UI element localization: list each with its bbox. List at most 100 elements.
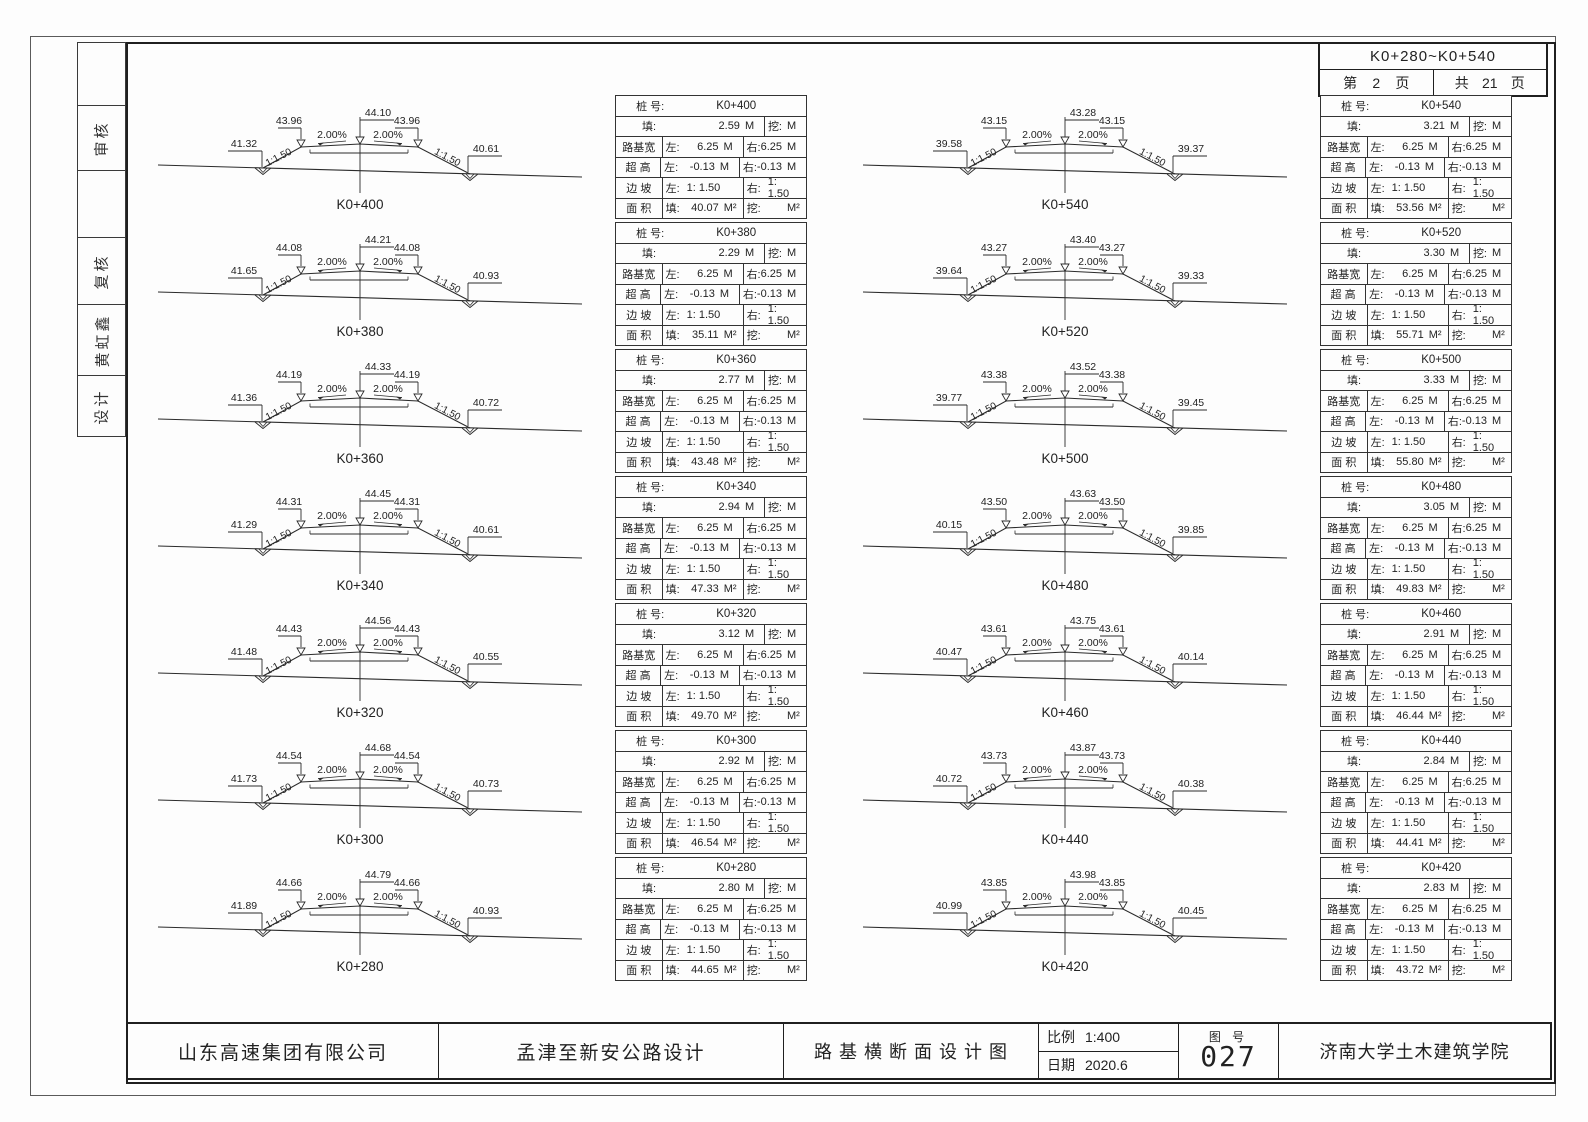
superelevation-row: 超 高 左: -0.13 M 右: -0.13 M [616,791,806,812]
right-label: 右: [746,903,761,916]
area-row: 面 积 填: 55.80 M² 挖: M² [1321,451,1511,472]
unit-m: M [1449,882,1460,895]
center-elev: 43.63 [1070,488,1096,500]
leader-line [262,421,268,427]
slope-left-cell: 左: 1: 1.50 [661,305,743,325]
level-marker [1118,774,1128,783]
level-marker [1060,136,1070,145]
cut-cell: 挖: M [1468,370,1511,390]
super-left-cell: 左: -0.13 M [660,157,739,177]
level-marker [413,901,423,910]
station-row: 桩 号: K0+460 [1321,604,1511,624]
ground-elev-right: 40.73 [473,778,499,790]
left-label: 左: [665,776,680,789]
figure-number: 027 [1200,1040,1257,1073]
width-label: 路基宽 [1327,395,1361,408]
unit-m: M [1492,140,1502,153]
left-label: 左: [665,563,680,576]
toe-marker [254,421,272,430]
width-right-cell: 右: 6.25 M [1447,899,1511,919]
area-label: 面 积 [1331,330,1357,343]
diagram-holder: 39.77 43.38 43.52 43.38 39.45 1:1.50 1:1.50 2.0… [855,355,1295,482]
area-row: 面 积 填: 44.65 M² 挖: M² [616,959,806,980]
ground-elev-left: 41.89 [231,900,257,912]
leader-line [1174,554,1180,560]
side-slope-label: 边 坡 [1331,690,1357,703]
side-slope-row: 边 坡 左: 1: 1.50 右: 1: 1.50 [1321,176,1511,200]
level-marker [355,136,365,145]
unit-m: M [719,288,730,301]
left-label: 左: [1370,436,1385,449]
level-marker [1060,263,1070,272]
leader-line [967,675,973,681]
station-value: K0+300 [716,734,757,747]
left-label: 左: [665,817,680,830]
leader-line [967,294,973,300]
fill-label: 填: [1370,330,1385,343]
total-suffix: 页 [1510,74,1525,91]
station-row: 桩 号: K0+540 [1321,96,1511,116]
fill-label: 填: [665,711,680,724]
width-left-cell: 左: 6.25 M [661,645,743,665]
cross-section-row: 40.47 43.61 43.75 43.61 40.14 1:1.50 1:1.50 2.0… [855,603,1512,730]
level-marker [1001,647,1011,656]
level-marker [1118,393,1128,402]
crown-slope-left: 2.00% [1022,383,1052,395]
width-right-cell: 右: 6.25 M [1447,518,1511,538]
unit-m2: M² [787,202,800,215]
leader-line [1174,808,1180,814]
leader-line [963,802,969,808]
unit-m: M [719,796,730,809]
shoulder-elev-right: 43.96 [394,115,420,127]
side-slope-label: 边 坡 [1331,436,1357,449]
fill-cut-row: 填: 2.91 M 挖: M [1321,623,1511,644]
right-label: 右: [746,268,761,281]
super-right-cell: 右: -0.13 M [1443,538,1511,558]
toe-marker [461,808,479,817]
ground-elev-right: 39.37 [1178,143,1204,155]
area-cut-cell: 挖: M² [1447,833,1511,853]
fill-height: 2.80 [718,882,740,895]
fill-cell: 填: 2.92 M [616,752,764,772]
crown-slope-right: 2.00% [373,637,403,649]
level-marker [1001,393,1011,402]
super-right: -0.13 [756,923,782,936]
right-label: 右: [746,309,761,322]
slope-ratio-left: 1:1.50 [264,400,294,423]
leader-line [1170,554,1176,560]
fill-height: 3.12 [718,628,740,641]
area-label: 面 积 [1331,711,1357,724]
unit-m: M [1428,521,1438,534]
unit-m2: M² [723,964,737,977]
slope-right: 1: 1.50 [767,175,790,200]
super-right: -0.13 [756,796,782,809]
fill-height: 2.92 [718,755,740,768]
cut-cell: 挖: M [763,370,806,390]
area-fill-cell: 填: 46.54 M² [661,833,743,853]
roadbed-width-row: 路基宽 左: 6.25 M 右: 6.25 M [1321,263,1511,284]
width-label: 路基宽 [622,776,656,789]
width-label: 路基宽 [622,141,656,154]
slope-ratio-right: 1:1.50 [1137,908,1167,931]
area-cut-cell: 挖: M² [742,452,806,472]
station-row: 桩 号: K0+380 [616,223,806,243]
super-right: -0.13 [1461,796,1487,809]
diagram-holder: 41.29 44.31 44.45 44.31 40.61 1:1.50 1:1.50 2.0… [150,482,590,609]
section-data-table: 桩 号: K0+440 填: 2.84 M 挖: M 路基宽 左: [1320,730,1512,854]
super-right-cell: 右: -0.13 M [738,284,806,304]
slope-left: 1: 1.50 [1391,435,1426,448]
right-label: 右: [746,776,761,789]
cut-label: 挖: [1451,203,1466,216]
area-fill: 46.54 [691,837,719,850]
slope-left-cell: 左: 1: 1.50 [661,559,743,579]
slope-ratio-right: 1:1.50 [1137,273,1167,296]
right-label: 右: [742,289,757,302]
shoulder-elev-left: 43.27 [981,242,1007,254]
slope-right: 1: 1.50 [767,810,790,835]
unit-m: M [744,120,755,133]
unit-m2: M² [1428,837,1442,850]
ground-elev-left: 39.64 [936,265,962,277]
ground-line [862,418,1288,432]
center-elev: 43.98 [1070,869,1096,881]
width-right-cell: 右: 6.25 M [742,391,806,411]
